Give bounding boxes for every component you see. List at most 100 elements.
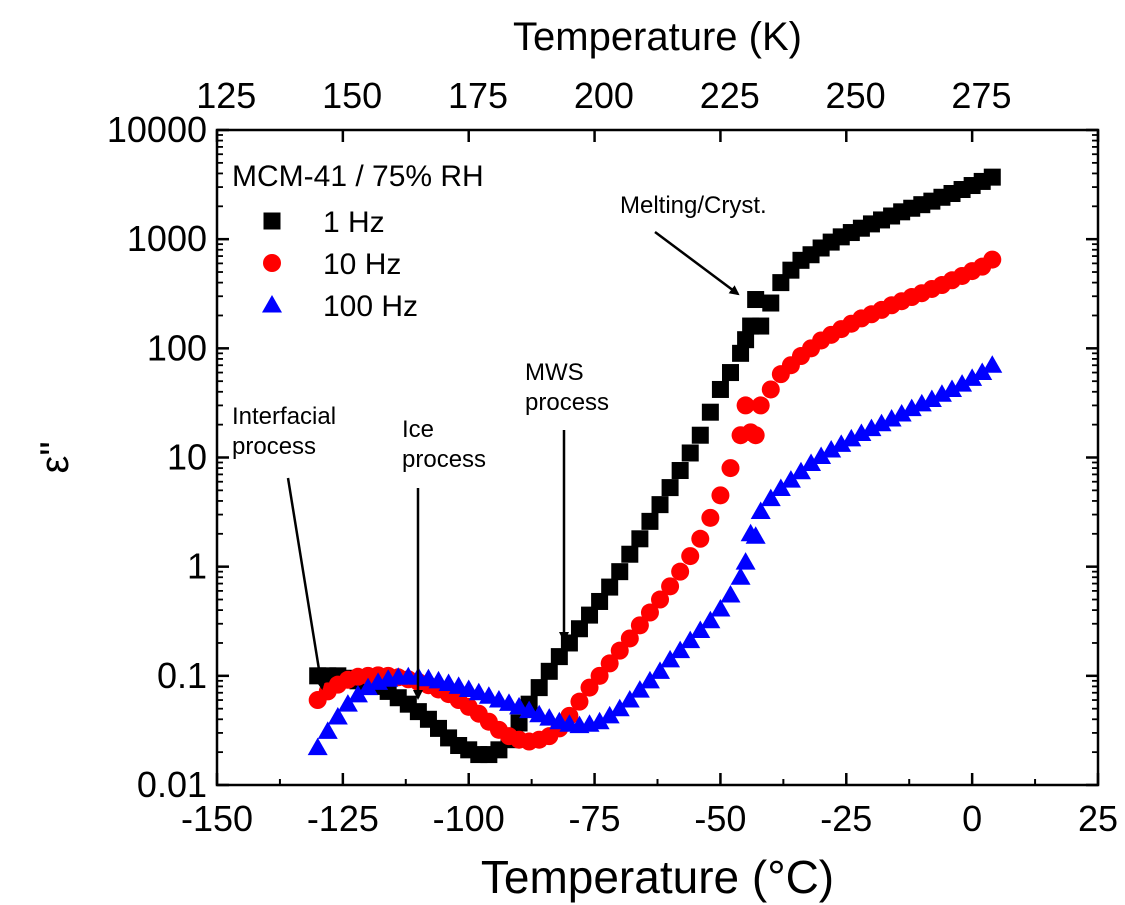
point-10-hz [681,547,700,566]
annotation-label: Melting/Cryst. [620,192,767,219]
legend-marker [263,254,281,272]
legend-label: 100 Hz [323,290,418,323]
point-100-hz [745,526,766,544]
x2-tick-label: 275 [951,75,1011,116]
point-10-hz [761,380,780,399]
point-100-hz [639,670,660,689]
point-100-hz [982,355,1003,373]
point-100-hz [972,362,993,381]
point-100-hz [720,585,741,603]
point-100-hz [942,379,963,397]
point-100-hz [629,680,650,698]
point-1-hz [631,530,649,548]
point-100-hz [735,552,756,570]
point-10-hz [630,616,649,635]
axis-ticks: -150 -125 -100 -75 -50 -25 0 25 125 150 175 200 225 2… [107,75,1118,839]
point-1-hz [530,679,548,697]
point-10-hz [701,508,720,527]
point-100-hz [337,694,358,712]
point-100-hz [962,368,983,386]
point-100-hz [861,418,882,437]
point-1-hz [671,462,689,480]
y-axis-title: ε" [33,441,77,473]
point-10-hz [651,590,670,609]
y-tick-label: 1 [187,546,207,587]
point-100-hz [680,630,701,649]
x-tick-label: -100 [433,798,505,839]
x2-tick-label: 150 [322,75,382,116]
x-tick-label: -25 [820,798,872,839]
point-100-hz [690,620,711,639]
point-100-hz [327,706,348,725]
point-100-hz [831,434,852,452]
point-100-hz [931,384,952,402]
annotation-line: Melting/Cryst. [620,192,767,219]
annotation-line: Ice [402,416,434,443]
x2-tick-label: 125 [196,75,256,116]
point-100-hz [710,598,731,617]
x2-tick-label: 250 [826,75,886,116]
x-tick-label: -125 [307,798,379,839]
point-100-hz [790,461,811,480]
point-10-hz [580,678,599,697]
point-100-hz [901,398,922,417]
point-1-hz [641,512,659,530]
y-tick-label: 0.1 [157,655,207,696]
point-10-hz [746,426,765,445]
point-100-hz [619,690,640,708]
point-1-hz [762,294,780,312]
point-1-hz [601,578,619,596]
x2-tick-label: 225 [700,75,760,116]
point-10-hz [671,562,690,581]
annotation-line: MWS [525,359,584,386]
point-10-hz [590,666,609,685]
point-1-hz [711,380,729,398]
point-10-hz [661,577,680,596]
point-10-hz [736,396,755,415]
point-1-hz [701,403,719,421]
point-10-hz [721,459,740,478]
point-1-hz [540,662,558,680]
point-100-hz [811,446,832,465]
point-100-hz [660,649,681,668]
point-100-hz [952,374,973,392]
y-tick-label: 1000 [127,218,207,259]
bottom-axis-title: Temperature (°C) [481,851,834,903]
point-100-hz [841,428,862,447]
point-10-hz [620,629,639,648]
annotation-label: Ice process [402,416,486,473]
series-10-hz [308,250,1002,751]
legend-title: MCM-41 / 75% RH [232,160,484,193]
point-100-hz [881,409,902,427]
point-10-hz [711,486,730,505]
legend-marker [263,212,281,230]
point-1-hz [510,714,528,732]
x-tick-label: -75 [569,798,621,839]
point-100-hz [921,389,942,407]
point-100-hz [871,413,892,432]
point-100-hz [750,501,771,520]
point-100-hz [821,440,842,458]
y-tick-label: 10000 [107,109,207,150]
legend: MCM-41 / 75% RH 1 Hz 10 Hz 100 Hz [232,160,484,323]
point-100-hz [609,698,630,717]
x-tick-label: -150 [181,798,253,839]
top-axis-title: Temperature (K) [513,15,802,59]
point-1-hz [747,291,765,309]
point-100-hz [730,567,751,585]
point-10-hz [983,250,1002,269]
annotation-label: Interfacial process [232,403,336,460]
point-100-hz [801,453,822,472]
annotation-line: process [402,446,486,473]
point-100-hz [599,705,620,724]
point-100-hz [670,640,691,659]
series-1-hz [309,168,1001,764]
point-100-hz [760,488,781,507]
point-1-hz [611,563,629,581]
point-10-hz [600,654,619,673]
point-100-hz [891,404,912,422]
point-100-hz [911,393,932,412]
annotation-line: process [525,389,609,416]
point-100-hz [307,737,328,756]
point-10-hz [640,603,659,622]
